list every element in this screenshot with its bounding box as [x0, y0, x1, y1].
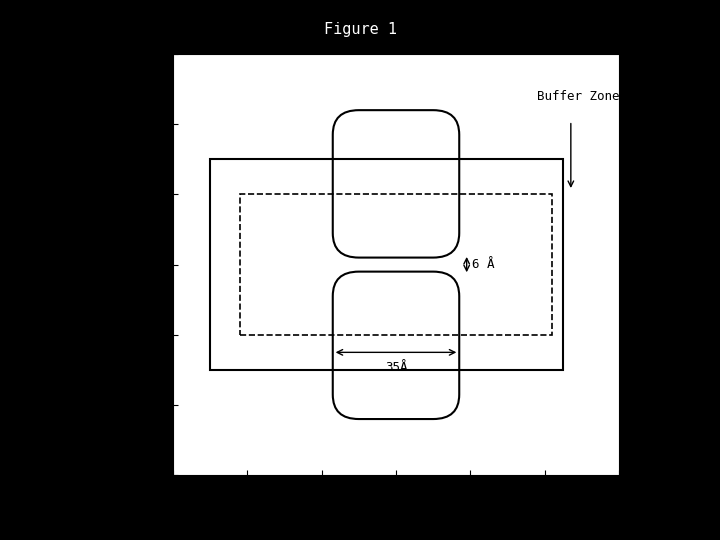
Text: 35Å: 35Å: [384, 361, 408, 374]
Bar: [240, 194, 552, 335]
Text: 6 Å: 6 Å: [472, 258, 495, 271]
Y-axis label: Radial distance (Å): Radial distance (Å): [125, 185, 140, 344]
X-axis label: Axial distance (Å): Axial distance (Å): [320, 498, 472, 513]
Text: Figure 1: Figure 1: [323, 22, 397, 37]
Bar: [210, 159, 563, 370]
Text: Buffer Zone: Buffer Zone: [537, 90, 620, 103]
